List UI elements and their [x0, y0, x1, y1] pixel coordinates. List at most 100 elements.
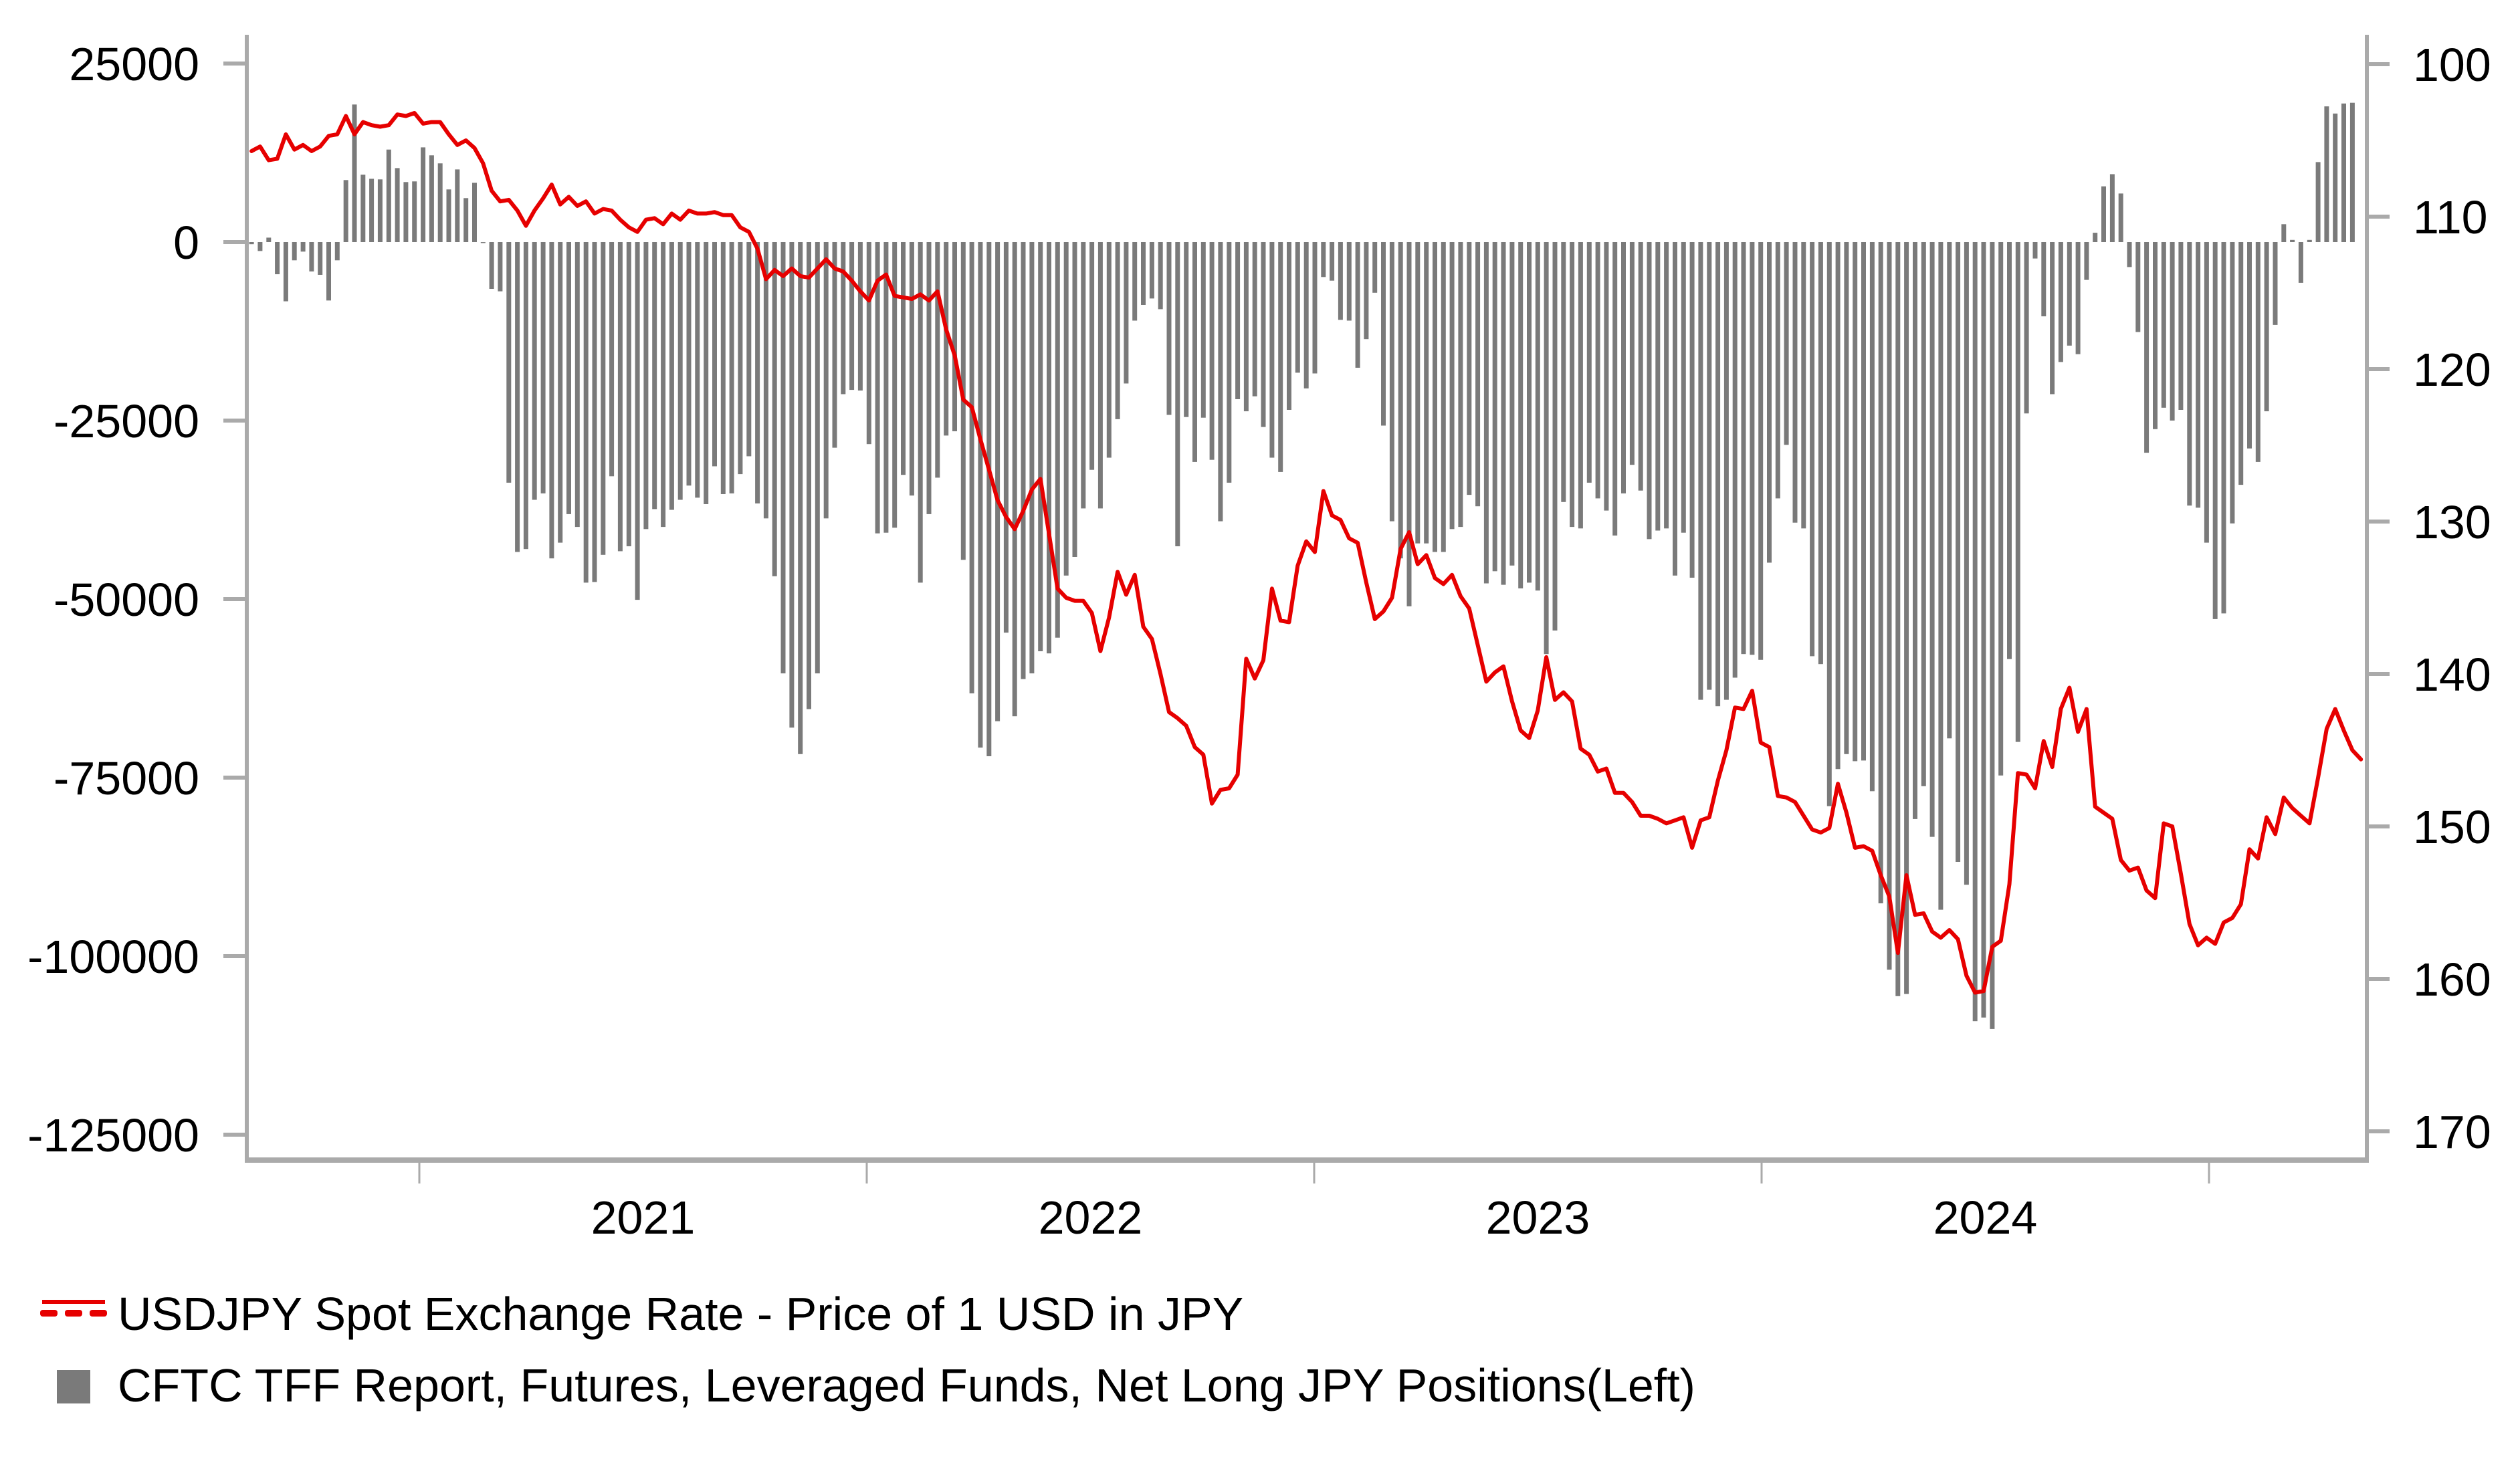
bar — [1072, 242, 1077, 557]
bar — [1261, 242, 1266, 427]
bar — [1990, 242, 1995, 1029]
bar — [1081, 242, 1086, 509]
bar — [1338, 242, 1343, 320]
bar — [1981, 242, 1986, 1018]
bar — [1475, 242, 1481, 507]
bar — [412, 181, 417, 242]
line-series — [249, 111, 2364, 995]
bar — [1055, 242, 1060, 638]
bar — [249, 242, 254, 245]
bar — [935, 242, 940, 478]
right-tick-label: 150 — [2413, 801, 2491, 853]
bar — [712, 242, 717, 467]
bar — [532, 242, 537, 500]
bar — [1467, 242, 1472, 495]
left-tick-label: -125000 — [27, 1109, 199, 1161]
bar — [2144, 242, 2149, 453]
bar — [901, 242, 906, 475]
bar — [1578, 242, 1583, 529]
bar — [926, 242, 932, 514]
bar — [275, 242, 280, 275]
bar — [1415, 242, 1421, 544]
bar — [1887, 242, 1892, 970]
bar — [772, 242, 777, 576]
x-tick-label: 2024 — [1933, 1192, 2038, 1244]
left-tick-label: -25000 — [54, 395, 199, 447]
bar — [798, 242, 803, 754]
left-tick-label: 0 — [173, 217, 199, 269]
bar — [1509, 242, 1515, 566]
bar — [1518, 242, 1524, 588]
bar — [326, 242, 331, 301]
bar — [506, 242, 512, 483]
bar — [455, 169, 460, 242]
bar — [1732, 242, 1738, 678]
bar — [446, 189, 451, 242]
bar — [2032, 242, 2038, 259]
bar — [352, 104, 357, 242]
bar — [2212, 242, 2218, 619]
bar — [1209, 242, 1215, 460]
x-tick-label: 2022 — [1039, 1192, 1143, 1244]
bar — [1913, 242, 1917, 819]
axes — [223, 35, 2390, 1183]
bar — [583, 242, 589, 583]
bar — [1200, 242, 1206, 418]
bar — [1698, 242, 1703, 700]
bar — [823, 242, 829, 519]
bar — [1552, 242, 1558, 631]
bar — [1364, 242, 1369, 340]
bar — [1741, 242, 1746, 655]
bar — [2007, 242, 2012, 659]
bar — [1792, 242, 1798, 523]
bar — [807, 242, 811, 709]
bar — [2041, 242, 2046, 317]
right-tick-label: 170 — [2413, 1106, 2491, 1158]
bar — [2281, 224, 2287, 242]
bar — [1227, 242, 1232, 483]
bar — [2127, 242, 2132, 267]
bar — [2221, 242, 2226, 614]
bar — [2058, 242, 2063, 362]
bar — [549, 242, 554, 559]
left-tick-label: -75000 — [54, 752, 199, 804]
bar — [463, 198, 469, 242]
bar — [763, 242, 768, 519]
bar — [1458, 242, 1463, 528]
gray-square-icon — [57, 1370, 90, 1403]
bar — [377, 179, 383, 242]
bar — [2196, 242, 2201, 508]
bar — [1895, 242, 1901, 996]
bar — [2264, 242, 2269, 412]
bar — [729, 242, 734, 493]
bar — [1501, 242, 1506, 585]
bar — [857, 242, 863, 391]
bar — [2247, 242, 2252, 449]
bar — [429, 155, 434, 242]
bar — [1604, 242, 1609, 511]
bar — [421, 147, 426, 242]
bar — [1784, 242, 1789, 445]
bar — [489, 242, 494, 289]
bar — [1681, 242, 1686, 533]
bar — [704, 242, 709, 504]
bar — [1647, 242, 1652, 540]
bar — [1106, 242, 1112, 458]
bar — [1904, 242, 1909, 994]
bar — [1381, 242, 1386, 426]
bar — [1149, 242, 1154, 299]
bar — [1372, 242, 1378, 293]
bar — [1003, 242, 1009, 633]
bar — [2307, 239, 2312, 242]
bar — [720, 242, 726, 494]
bar — [1801, 242, 1806, 529]
bar — [789, 242, 795, 728]
bar — [626, 242, 631, 546]
x-tick-label: 2021 — [591, 1192, 696, 1244]
bar — [1441, 242, 1446, 552]
bar — [1638, 242, 1643, 491]
x-tick-label: 2023 — [1486, 1192, 1590, 1244]
bar — [266, 237, 272, 242]
bar — [1252, 242, 1257, 397]
